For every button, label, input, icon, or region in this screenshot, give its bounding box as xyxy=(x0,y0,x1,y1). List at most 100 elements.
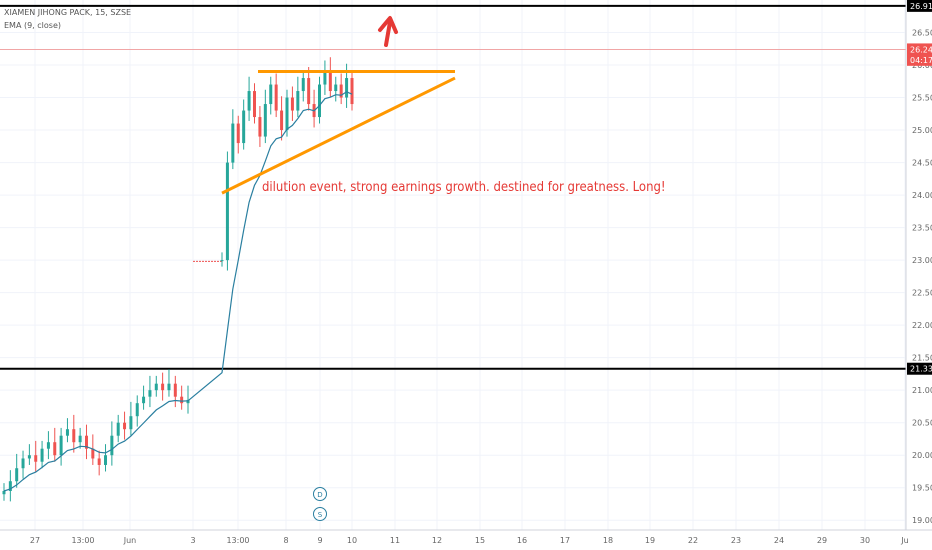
candle-body xyxy=(280,110,284,131)
price-tick-label: 24.50 xyxy=(912,159,932,168)
candle-body xyxy=(220,260,224,262)
candle-body xyxy=(97,458,101,465)
candle-body xyxy=(328,71,332,92)
candle-body xyxy=(180,396,184,404)
candle-body xyxy=(148,390,152,397)
price-tick-label: 21.50 xyxy=(912,354,932,363)
time-tick-label: 9 xyxy=(317,536,322,545)
price-label-box xyxy=(907,362,932,375)
candle-body xyxy=(231,123,235,163)
time-tick-label: 22 xyxy=(688,536,698,545)
candle-body xyxy=(247,91,251,111)
price-label-text: 26.91 xyxy=(910,2,932,11)
candle-body xyxy=(290,97,294,111)
time-tick-label: 19 xyxy=(645,536,655,545)
time-tick-label: 29 xyxy=(817,536,827,545)
candle-body xyxy=(104,455,108,465)
candle-body xyxy=(110,435,114,456)
price-tick-label: 23.50 xyxy=(912,224,932,233)
candle-body xyxy=(2,490,6,495)
candle-body xyxy=(123,422,127,430)
time-tick-label: 23 xyxy=(731,536,741,545)
arrow-shaft xyxy=(384,20,392,47)
price-tick-label: 20.50 xyxy=(912,419,932,428)
candle-body xyxy=(135,403,139,417)
candle-body xyxy=(350,78,354,105)
price-label-text: 21.33 xyxy=(910,365,932,374)
time-tick-label: Ju xyxy=(900,536,908,545)
time-tick-label: 17 xyxy=(560,536,570,545)
candle-body xyxy=(269,84,273,105)
time-tick-label: 13:00 xyxy=(71,536,94,545)
candle-body xyxy=(59,435,63,456)
time-tick-label: 30 xyxy=(860,536,870,545)
candle-body xyxy=(186,399,190,404)
time-tick-label: 27 xyxy=(30,536,40,545)
price-tick-label: 22.00 xyxy=(912,321,932,330)
time-tick-label: 10 xyxy=(347,536,357,545)
chart-legend: XIAMEN JIHONG PACK, 15, SZSE EMA (9, clo… xyxy=(4,6,131,32)
candle-body xyxy=(345,78,349,98)
time-tick-label: 15 xyxy=(475,536,485,545)
candle-body xyxy=(307,78,311,105)
candle-body xyxy=(46,442,50,449)
price-label-text: 26.24 xyxy=(910,45,932,54)
price-tick-label: 25.00 xyxy=(912,126,932,135)
time-tick-label: 24 xyxy=(774,536,784,545)
candle-body xyxy=(173,383,177,397)
price-label-text: 04:17 xyxy=(910,56,932,65)
price-label-box xyxy=(907,43,932,56)
candle-body xyxy=(15,468,19,482)
arrow-head xyxy=(378,16,398,34)
price-label-box xyxy=(907,53,932,66)
event-marker-label: D xyxy=(317,491,322,499)
candle-body xyxy=(263,104,267,137)
candle-body xyxy=(34,455,38,462)
candle-body xyxy=(27,455,31,459)
time-tick-label: 3 xyxy=(190,536,195,545)
candle-body xyxy=(40,448,44,462)
price-tick-label: 24.00 xyxy=(912,191,932,200)
candle-body xyxy=(72,429,76,443)
candle-body xyxy=(236,123,240,144)
ema-indicator-label: EMA (9, close) xyxy=(4,21,61,30)
event-marker xyxy=(313,507,327,521)
price-tick-label: 25.50 xyxy=(912,94,932,103)
triangle-support-line xyxy=(221,76,456,195)
candle-body xyxy=(296,91,300,111)
time-tick-label: 11 xyxy=(390,536,400,545)
candle-body xyxy=(21,458,25,469)
candle-body xyxy=(253,91,256,118)
price-tick-label: 22.50 xyxy=(912,289,932,298)
symbol-label: XIAMEN JIHONG PACK, 15, SZSE xyxy=(4,8,132,17)
candle-body xyxy=(285,97,289,131)
time-tick-label: 13:00 xyxy=(226,536,249,545)
time-tick-label: 18 xyxy=(603,536,613,545)
candle-body xyxy=(225,162,229,261)
annotation-text: dilution event, strong earnings growth. … xyxy=(262,180,666,195)
candle-body xyxy=(91,448,95,459)
candle-body xyxy=(339,84,343,98)
event-marker-label: S xyxy=(318,511,323,519)
candle-body xyxy=(65,429,69,436)
candle-body xyxy=(258,117,262,137)
price-tick-label: 19.00 xyxy=(912,516,932,525)
candle-body xyxy=(129,416,133,430)
price-tick-label: 23.00 xyxy=(912,256,932,265)
time-tick-label: 16 xyxy=(517,536,527,545)
time-tick-label: 12 xyxy=(432,536,442,545)
candle-body xyxy=(116,422,120,436)
candle-body xyxy=(154,383,158,391)
candle-body xyxy=(84,435,88,449)
candle-body xyxy=(301,78,305,92)
candle-body xyxy=(78,435,82,443)
candle-body xyxy=(8,481,12,491)
candle-body xyxy=(323,71,327,85)
candle-body xyxy=(318,84,321,118)
candle-body xyxy=(53,442,57,456)
candle-body xyxy=(161,383,165,391)
ema-line xyxy=(3,91,353,492)
candle-body xyxy=(242,110,246,144)
